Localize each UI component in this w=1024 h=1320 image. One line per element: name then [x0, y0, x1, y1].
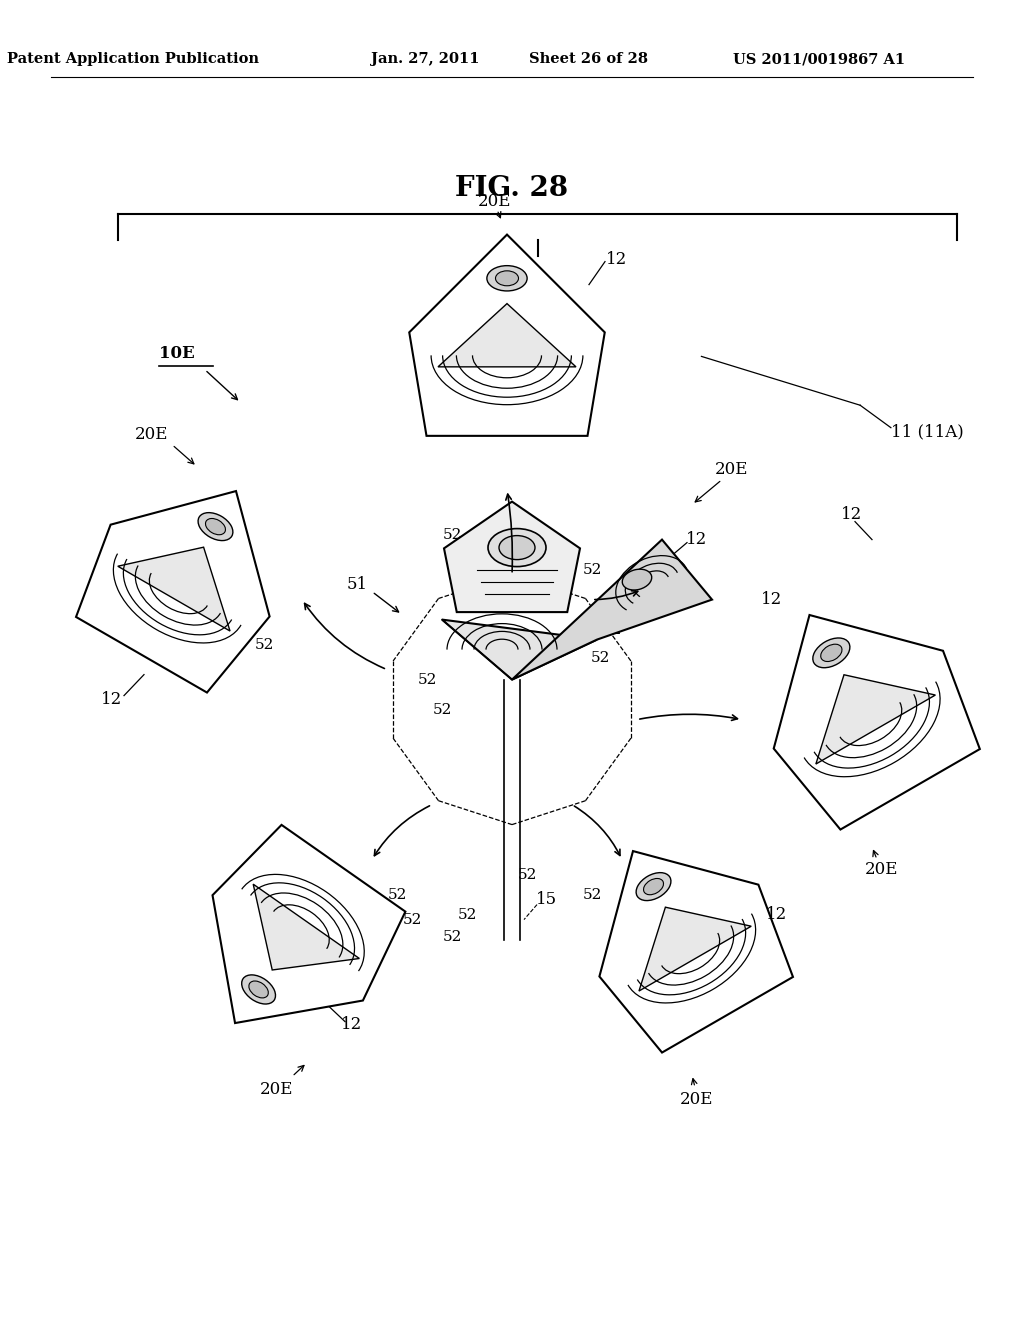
Text: 52: 52 [402, 912, 422, 927]
Text: Sheet 26 of 28: Sheet 26 of 28 [529, 53, 648, 66]
Polygon shape [816, 675, 935, 764]
Ellipse shape [499, 536, 535, 560]
Polygon shape [444, 502, 580, 612]
Ellipse shape [813, 638, 850, 668]
Ellipse shape [249, 981, 268, 998]
Polygon shape [253, 884, 359, 970]
Ellipse shape [820, 644, 842, 661]
Text: 52: 52 [254, 638, 273, 652]
Text: 52: 52 [602, 623, 622, 636]
Polygon shape [438, 304, 575, 367]
Text: 52: 52 [458, 908, 477, 921]
Text: 12: 12 [686, 531, 708, 548]
Text: 10E: 10E [159, 346, 195, 362]
Text: 20E: 20E [680, 1092, 714, 1107]
Text: 52: 52 [583, 562, 602, 577]
Polygon shape [639, 907, 752, 991]
Ellipse shape [488, 528, 546, 566]
Text: 12: 12 [606, 251, 628, 268]
Text: 52: 52 [442, 929, 462, 944]
Ellipse shape [206, 519, 225, 535]
Text: 52: 52 [432, 702, 452, 717]
Polygon shape [512, 540, 712, 680]
Text: 20E: 20E [135, 426, 169, 444]
Polygon shape [410, 235, 605, 436]
Text: 52: 52 [442, 528, 462, 541]
Ellipse shape [486, 265, 527, 290]
Ellipse shape [198, 512, 232, 541]
Text: Jan. 27, 2011: Jan. 27, 2011 [371, 53, 479, 66]
Text: 20E: 20E [865, 861, 899, 878]
Ellipse shape [643, 879, 664, 895]
Text: FIG. 28: FIG. 28 [456, 176, 568, 202]
Polygon shape [213, 825, 406, 1023]
Ellipse shape [623, 569, 651, 590]
Ellipse shape [496, 271, 518, 285]
Text: 52: 52 [583, 887, 602, 902]
Text: 11 (11A): 11 (11A) [891, 424, 964, 440]
Polygon shape [442, 619, 597, 680]
Polygon shape [118, 548, 230, 631]
Text: 12: 12 [341, 1016, 362, 1034]
Text: US 2011/0019867 A1: US 2011/0019867 A1 [733, 53, 905, 66]
Ellipse shape [242, 975, 275, 1005]
Ellipse shape [636, 873, 671, 900]
Text: 20E: 20E [478, 193, 512, 210]
Text: 52: 52 [590, 651, 609, 664]
Text: 12: 12 [766, 906, 787, 923]
Text: Patent Application Publication: Patent Application Publication [7, 53, 259, 66]
Text: 52: 52 [517, 867, 537, 882]
Text: 20E: 20E [715, 461, 749, 478]
Text: 52: 52 [387, 887, 407, 902]
Polygon shape [774, 615, 980, 829]
Text: 12: 12 [101, 692, 123, 708]
Text: 15: 15 [537, 891, 557, 908]
Text: 20E: 20E [260, 1081, 294, 1098]
Polygon shape [76, 491, 269, 693]
Text: 52: 52 [607, 593, 627, 607]
Text: 52: 52 [418, 673, 436, 686]
Text: 52: 52 [447, 550, 467, 565]
Polygon shape [599, 851, 793, 1052]
Text: 12: 12 [762, 591, 782, 609]
Text: 51: 51 [346, 576, 368, 593]
Text: 12: 12 [842, 506, 862, 523]
